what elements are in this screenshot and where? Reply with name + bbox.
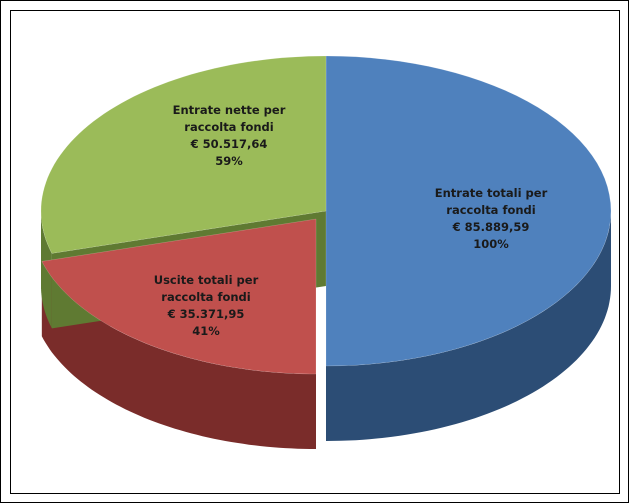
chart-area [10, 10, 620, 494]
slice [41, 218, 317, 375]
slice-label: Entrate totali per raccolta fondi € 85.88… [426, 185, 556, 253]
slice-label: Entrate nette per raccolta fondi € 50.517… [164, 102, 294, 170]
slice-side [41, 261, 317, 449]
percent-label: 100% [473, 237, 509, 251]
slice [40, 55, 327, 254]
percent-label: 41% [192, 324, 220, 338]
category: Uscite totali per raccolta fondi [153, 273, 259, 304]
category: Entrate nette per raccolta fondi [172, 103, 286, 134]
value-label: € 35.371,95 [167, 307, 245, 321]
slice [325, 55, 612, 367]
slice-label: Uscite totali per raccolta fondi € 35.371… [141, 272, 271, 340]
value-label: € 85.889,59 [452, 220, 530, 234]
percent-label: 59% [215, 154, 243, 168]
slice-side [41, 211, 52, 329]
slice-side [326, 211, 611, 441]
category: Entrate totali per raccolta fondi [434, 186, 548, 217]
value-label: € 50.517,64 [190, 137, 268, 151]
